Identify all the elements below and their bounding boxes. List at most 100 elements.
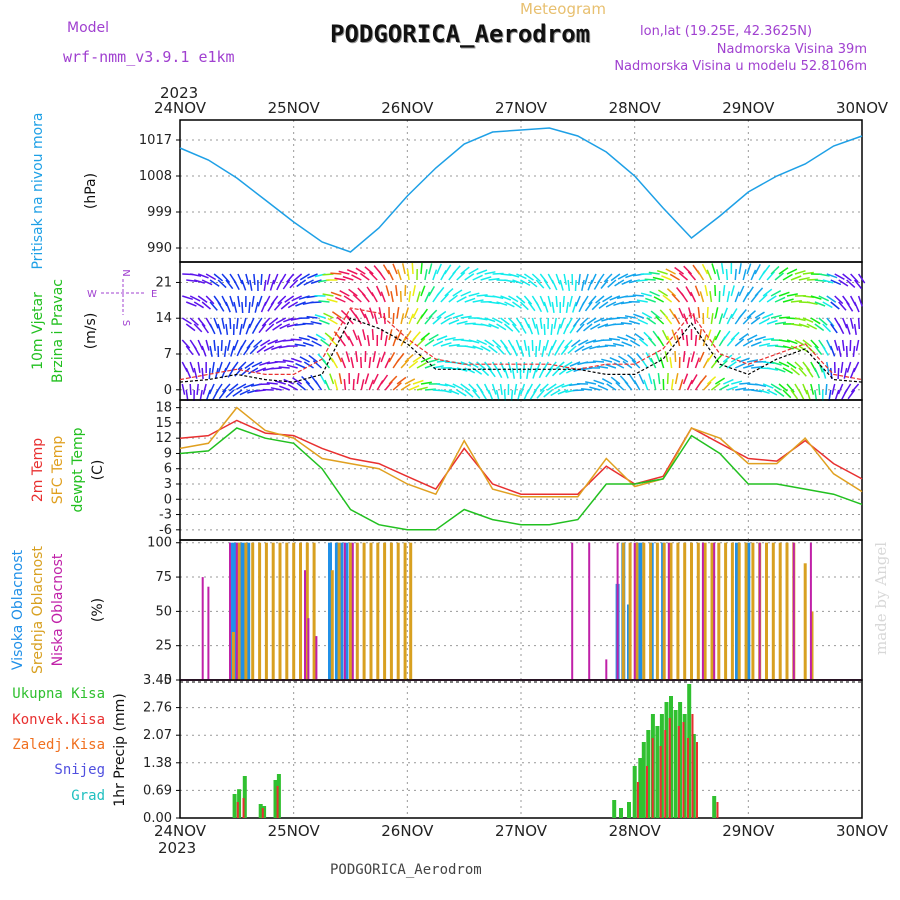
wind-barb: [629, 339, 641, 347]
wind-barb: [648, 271, 660, 275]
wind-barb: [217, 323, 222, 335]
wind-barb: [400, 313, 405, 325]
wind-barb: [802, 317, 814, 323]
wind-barb: [396, 329, 403, 341]
wind-barb: [621, 341, 633, 347]
meteogram-label: Meteogram: [520, 0, 606, 18]
wind-barb: [319, 373, 327, 385]
wind-barb: [766, 367, 779, 371]
wind-barb: [547, 295, 552, 307]
wind-barb: [766, 319, 778, 325]
cloud-bar-1: [292, 542, 296, 680]
cloud-bar-2: [351, 542, 354, 680]
wind-barb: [661, 275, 672, 281]
wind-barb: [597, 273, 605, 284]
cloud-bar-1: [337, 542, 341, 680]
wind-barb: [706, 306, 709, 319]
cloud-bar-1: [703, 542, 707, 680]
wind-barb: [794, 317, 806, 322]
wind-barb: [806, 301, 818, 306]
wind-barb: [747, 359, 759, 363]
wind-barb: [382, 264, 390, 275]
wind-barb: [720, 262, 725, 275]
wind-barb: [291, 295, 302, 302]
series-pressure-line: [179, 127, 863, 253]
wind-barb: [468, 383, 478, 393]
wind-barb: [625, 273, 637, 279]
wind-barb: [503, 389, 507, 402]
wind-barb: [734, 268, 737, 281]
wind-barb: [233, 279, 240, 291]
wind-barb: [277, 295, 287, 305]
cloud-bar-0: [246, 542, 251, 680]
ylabel-temp2m: 2m Temp: [30, 438, 46, 502]
wind-barb: [248, 301, 251, 314]
wind-barb: [424, 388, 436, 391]
wind-barb: [242, 317, 247, 329]
wind-barb: [456, 296, 467, 303]
wind-barb: [627, 354, 637, 363]
y-tick-label: -6: [159, 523, 172, 538]
wind-barb: [230, 361, 239, 372]
wind-barb: [782, 389, 792, 399]
wind-barb: [794, 361, 804, 371]
precip-bar-1: [636, 782, 639, 818]
y-tick-label: 3.45: [143, 673, 172, 688]
wind-barb: [264, 295, 271, 307]
cloud-bar-1: [312, 542, 316, 680]
wind-barb: [596, 365, 609, 369]
wind-barb: [456, 271, 466, 281]
wind-barb: [782, 273, 793, 281]
cloud-bar-1: [676, 542, 680, 680]
wind-barb: [698, 351, 705, 363]
watermark: made by Angel: [872, 541, 890, 655]
wind-barb: [535, 323, 540, 335]
wind-barb: [564, 339, 573, 349]
wind-barb: [476, 269, 488, 275]
wind-barb: [307, 335, 318, 341]
wind-barb: [846, 301, 854, 312]
wind-barb: [241, 279, 247, 291]
wind-barb: [577, 273, 581, 285]
wind-barb: [376, 357, 381, 369]
wind-barb: [786, 293, 798, 297]
cloud-bar-1: [724, 542, 728, 680]
wind-barb: [233, 301, 238, 313]
wind-barb: [384, 335, 388, 347]
wind-barb: [547, 345, 553, 357]
cloud-bar-1: [355, 542, 359, 680]
wind-barb: [714, 329, 722, 341]
wind-barb: [763, 337, 775, 341]
wind-barb: [400, 383, 411, 391]
wind-barb: [499, 361, 506, 373]
wind-barb: [850, 273, 859, 283]
wind-barb: [303, 279, 314, 286]
precip-bar-0: [664, 702, 669, 818]
wind-barb: [404, 330, 412, 341]
cloud-bar-1: [621, 542, 625, 680]
model-elevation-text: Nadmorska Visina u modelu 52.8106m: [614, 59, 867, 74]
wind-barb: [770, 383, 781, 391]
cloud-bar-1: [389, 542, 393, 680]
cloud-bar-2: [713, 542, 716, 680]
precip-bar-0: [638, 758, 643, 818]
wind-barb: [324, 332, 334, 341]
wind-barb: [581, 295, 589, 306]
wind-barb: [614, 279, 625, 287]
wind-barb: [272, 323, 283, 331]
wind-barb: [189, 383, 192, 396]
wind-barb: [615, 381, 625, 391]
wind-barb: [662, 294, 673, 303]
wind-barb: [248, 367, 259, 375]
wind-barb: [782, 345, 794, 350]
wind-barb: [201, 367, 204, 380]
wind-barb: [643, 379, 649, 391]
wind-barb: [209, 345, 213, 357]
cloud-bar-2: [315, 636, 318, 680]
wind-barb: [197, 317, 206, 327]
wind-barb: [697, 307, 701, 319]
wind-barb: [428, 333, 439, 341]
wind-barb: [499, 339, 508, 350]
wind-barb: [237, 361, 247, 371]
wind-barb: [680, 292, 689, 303]
